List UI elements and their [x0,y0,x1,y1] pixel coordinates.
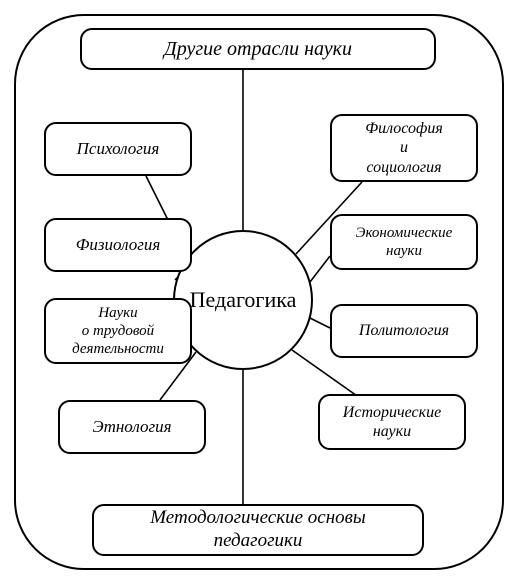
center-node: Педагогика [173,230,313,370]
node-label: Другие отрасли науки [164,37,352,61]
node-r2: Экономические науки [330,214,478,270]
node-r3: Политология [330,304,478,358]
center-label: Педагогика [190,287,297,313]
node-l3: Науки о трудовой деятельности [44,298,192,364]
node-r1: Философия и социология [330,114,478,182]
node-label: Политология [359,321,449,340]
node-label: Этнология [92,417,171,437]
node-label: Исторические науки [343,403,441,441]
node-label: Физиология [76,235,161,255]
node-label: Психология [77,139,160,159]
node-l1: Психология [44,122,192,176]
node-l4: Этнология [58,400,206,454]
node-label: Науки о трудовой деятельности [72,304,164,358]
node-bottom: Методологические основы педагогики [92,504,424,556]
node-label: Экономические науки [356,224,453,260]
node-label: Философия и социология [365,119,443,177]
node-top: Другие отрасли науки [80,28,436,70]
node-label: Методологические основы педагогики [150,507,366,553]
node-r4: Исторические науки [318,394,466,450]
node-l2: Физиология [44,218,192,272]
